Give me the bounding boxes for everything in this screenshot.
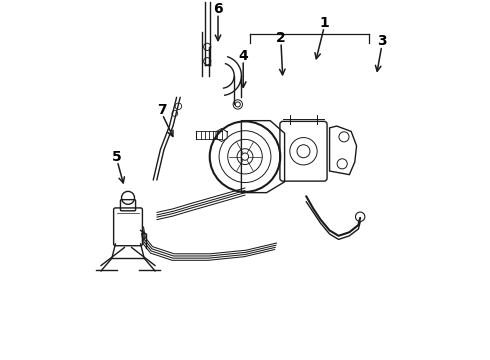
Text: 6: 6	[213, 2, 223, 16]
Text: 4: 4	[238, 49, 248, 63]
Text: 5: 5	[112, 150, 122, 164]
Text: 2: 2	[276, 31, 286, 45]
Text: 3: 3	[377, 35, 387, 49]
Text: 7: 7	[157, 103, 167, 117]
Text: 1: 1	[319, 17, 329, 31]
